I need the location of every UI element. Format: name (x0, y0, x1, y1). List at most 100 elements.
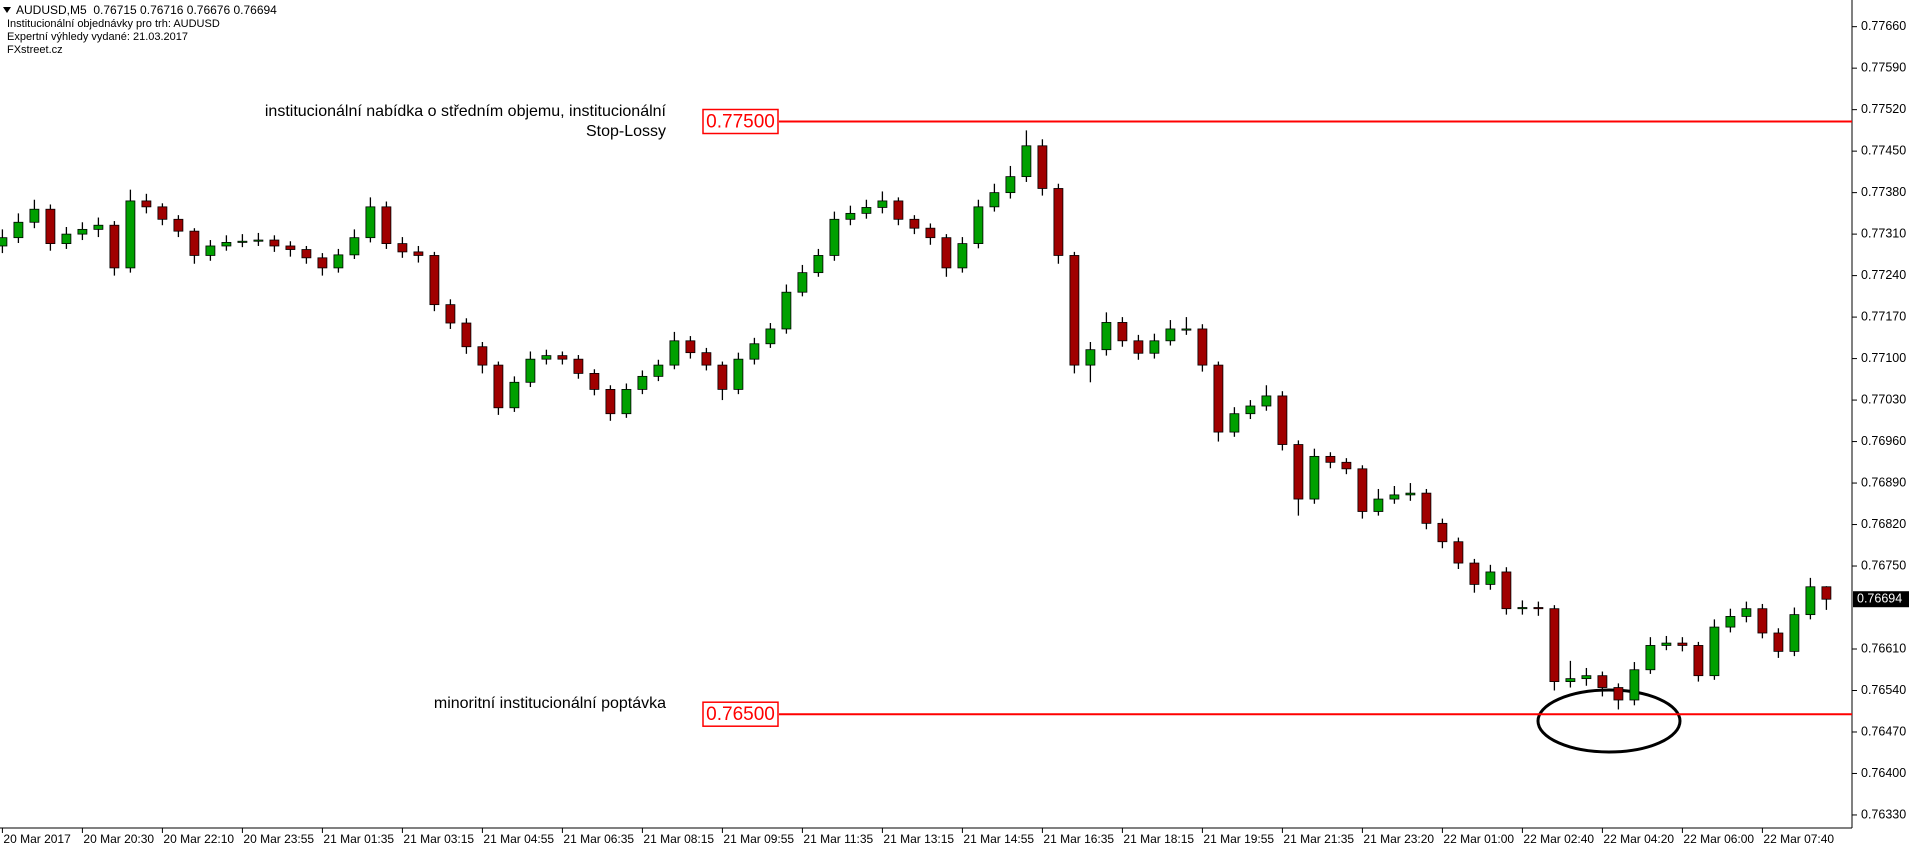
candle-body (269, 239, 280, 247)
candle-body (285, 245, 296, 250)
candle-body (1661, 642, 1672, 646)
candle-body (557, 355, 568, 360)
candle-body (589, 373, 600, 390)
candle-body (237, 240, 248, 243)
candle-body (493, 364, 504, 409)
y-tick-label: 0.76400 (1861, 766, 1906, 780)
candle-body (1133, 340, 1144, 354)
candle-body (1693, 645, 1704, 677)
candle-body (189, 230, 200, 256)
x-tick-label: 21 Mar 11:35 (803, 832, 873, 846)
candle-body (1229, 413, 1240, 433)
candle-body (813, 255, 824, 274)
candle-body (1325, 455, 1336, 463)
x-tick-label: 21 Mar 21:35 (1283, 832, 1354, 846)
level-annotation: minoritní institucionální poptávka (433, 695, 666, 712)
subtitle: Expertní výhledy vydané: 21.03.2017 (7, 31, 188, 43)
candle-body (157, 206, 168, 220)
x-tick-label: 21 Mar 04:55 (483, 832, 554, 846)
candle-body (1517, 607, 1528, 610)
candle-body (733, 358, 744, 390)
candle-body (765, 328, 776, 345)
candle-body (317, 257, 328, 269)
candle-body (1277, 395, 1288, 445)
y-tick-label: 0.77310 (1861, 226, 1906, 240)
x-tick-label: 20 Mar 20:30 (83, 832, 154, 846)
candle-body (1405, 492, 1416, 496)
candle-body (1005, 176, 1016, 194)
candle-body (1373, 498, 1384, 512)
candle-body (365, 206, 376, 239)
y-tick-label: 0.77520 (1861, 102, 1906, 116)
candle-body (1501, 571, 1512, 610)
candle-body (1757, 608, 1768, 634)
level-label: 0.76500 (706, 704, 775, 725)
candle-body (1741, 608, 1752, 617)
y-tick-label: 0.77100 (1861, 351, 1906, 365)
candle-body (525, 358, 536, 383)
x-tick-label: 22 Mar 06:00 (1683, 832, 1754, 846)
candle-body (0, 237, 8, 247)
x-tick-label: 21 Mar 01:35 (323, 832, 394, 846)
candle-body (125, 200, 136, 269)
candle-body (1341, 461, 1352, 470)
candle-body (845, 212, 856, 220)
candle-body (1565, 678, 1576, 683)
candle-body (1821, 586, 1832, 600)
candles (0, 130, 1832, 710)
highlight-ellipse (1536, 688, 1682, 754)
candle-body (1549, 608, 1560, 683)
candle-body (509, 381, 520, 409)
level-label-box (702, 108, 779, 135)
last-price-box (1853, 591, 1909, 608)
candle-body (1789, 614, 1800, 652)
candle-body (973, 206, 984, 244)
candle-body (141, 200, 152, 208)
candle-body (1261, 395, 1272, 407)
candle-body (541, 355, 552, 360)
subtitle: FXstreet.cz (7, 44, 63, 56)
candle-body (349, 237, 360, 256)
candle-body (621, 389, 632, 415)
candle-body (1805, 586, 1816, 616)
candle-body (1213, 364, 1224, 433)
y-tick-label: 0.76820 (1861, 517, 1906, 531)
candle-body (669, 340, 680, 366)
y-tick-label: 0.76540 (1861, 683, 1906, 697)
candle-body (861, 207, 872, 214)
candle-body (397, 243, 408, 253)
candle-body (781, 291, 792, 330)
x-tick-label: 21 Mar 13:15 (883, 832, 954, 846)
x-tick-label: 21 Mar 06:35 (563, 832, 634, 846)
candle-body (1245, 405, 1256, 415)
candle-body (173, 218, 184, 232)
candle-body (829, 218, 840, 256)
candle-body (77, 228, 88, 235)
candle-body (653, 364, 664, 377)
candle-body (1421, 492, 1432, 524)
candle-body (1581, 675, 1592, 680)
candle-body (45, 208, 56, 244)
candle-body (29, 208, 40, 223)
menu-arrow[interactable] (3, 7, 11, 13)
candle-body (1053, 188, 1064, 256)
candle-body (301, 249, 312, 259)
x-tick-label: 21 Mar 09:55 (723, 832, 794, 846)
candle-body (605, 389, 616, 415)
x-tick-label: 21 Mar 14:55 (963, 832, 1034, 846)
x-tick-label: 22 Mar 02:40 (1523, 832, 1594, 846)
candle-body (1597, 675, 1608, 688)
y-tick-label: 0.77170 (1861, 309, 1906, 323)
candle-body (61, 233, 72, 244)
x-tick-label: 21 Mar 16:35 (1043, 832, 1114, 846)
x-tick-label: 20 Mar 23:55 (243, 832, 314, 846)
candle-body (1709, 626, 1720, 677)
candle-body (1037, 145, 1048, 189)
candle-body (1485, 571, 1496, 585)
candle-body (445, 304, 456, 324)
last-price-label: 0.76694 (1857, 592, 1902, 606)
candle-body (1021, 145, 1032, 178)
candle-body (1197, 328, 1208, 366)
